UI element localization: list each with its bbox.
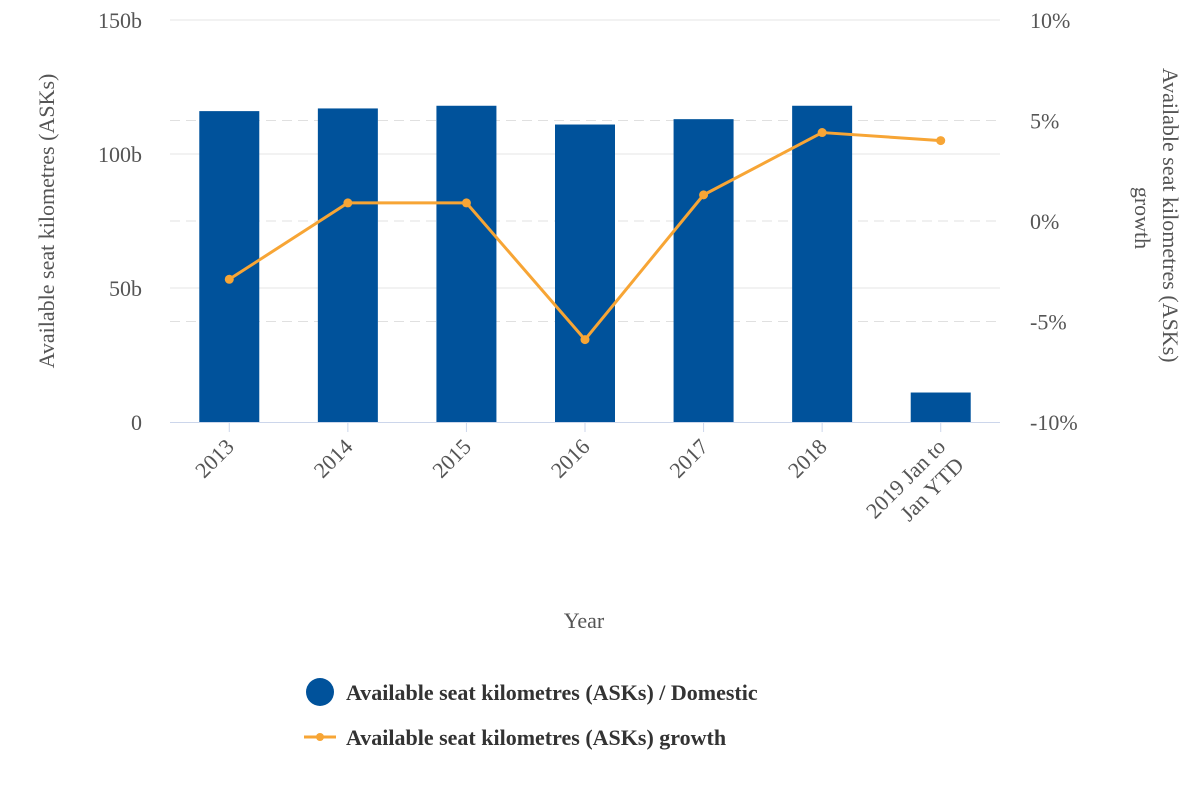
left-tick-label: 0: [131, 410, 142, 435]
x-tick-label: 2015: [427, 434, 476, 483]
bar: [673, 119, 734, 422]
x-tick-label-line: 2018: [783, 434, 832, 483]
right-axis-gridlines: [170, 120, 1000, 322]
x-tick-label-line: 2014: [309, 434, 358, 483]
left-tick-label: 150b: [98, 8, 142, 33]
legend-label-growth: Available seat kilometres (ASKs) growth: [346, 725, 726, 750]
x-tick-label-line: 2017: [664, 434, 713, 483]
growth-point: [817, 128, 827, 138]
growth-point: [699, 190, 709, 200]
x-axis-ticks: [228, 422, 942, 432]
left-tick-label: 100b: [98, 142, 142, 167]
growth-point: [224, 274, 234, 284]
line-series-growth: [224, 128, 946, 345]
left-tick-label: 50b: [109, 276, 142, 301]
bar: [555, 124, 615, 423]
growth-point: [461, 198, 471, 208]
bar: [436, 105, 497, 422]
x-tick-label: 2014: [309, 434, 358, 483]
right-axis-title: Available seat kilometres (ASKs) growth: [1130, 68, 1183, 368]
bar-series-domestic: [199, 105, 971, 423]
growth-point: [936, 136, 946, 146]
right-tick-label: -10%: [1030, 410, 1078, 435]
right-axis-tick-labels: -10% -5% 0% 5% 10%: [1030, 8, 1078, 435]
right-tick-label: -5%: [1030, 310, 1067, 335]
x-tick-label-line: 2016: [546, 434, 595, 483]
right-tick-label: 10%: [1030, 8, 1070, 33]
right-tick-label: 5%: [1030, 109, 1059, 134]
legend-symbol-bar: [306, 678, 334, 706]
x-tick-label: 2017: [664, 434, 713, 483]
x-tick-label: 2019 Jan toJan YTD: [861, 434, 969, 542]
x-tick-label: 2013: [190, 434, 239, 483]
right-axis-title-line-1: Available seat kilometres (ASKs): [1158, 68, 1183, 363]
legend-item-domestic[interactable]: Available seat kilometres (ASKs) / Domes…: [306, 678, 758, 706]
left-axis-title: Available seat kilometres (ASKs): [34, 74, 59, 369]
x-axis-title: Year: [564, 608, 605, 633]
x-tick-label-line: 2015: [427, 434, 476, 483]
legend-label-domestic: Available seat kilometres (ASKs) / Domes…: [346, 680, 758, 705]
right-axis-title-line-2: growth: [1130, 187, 1155, 249]
x-tick-label: 2018: [783, 434, 832, 483]
x-axis-tick-labels: 2013 2014 2015 2016 2017 2018 2019 Jan toJan Y…: [190, 434, 969, 542]
bar: [910, 392, 971, 422]
left-axis-tick-labels: 0 50b 100b 150b: [98, 8, 142, 435]
x-tick-label: 2016: [546, 434, 595, 483]
legend-item-growth[interactable]: Available seat kilometres (ASKs) growth: [304, 725, 726, 750]
x-tick-label-line: 2013: [190, 434, 239, 483]
growth-point: [580, 335, 590, 345]
bar: [792, 105, 853, 422]
legend: Available seat kilometres (ASKs) / Domes…: [304, 678, 758, 750]
bar: [317, 108, 378, 422]
growth-point: [343, 198, 353, 208]
legend-symbol-marker: [316, 733, 324, 741]
right-tick-label: 0%: [1030, 209, 1059, 234]
